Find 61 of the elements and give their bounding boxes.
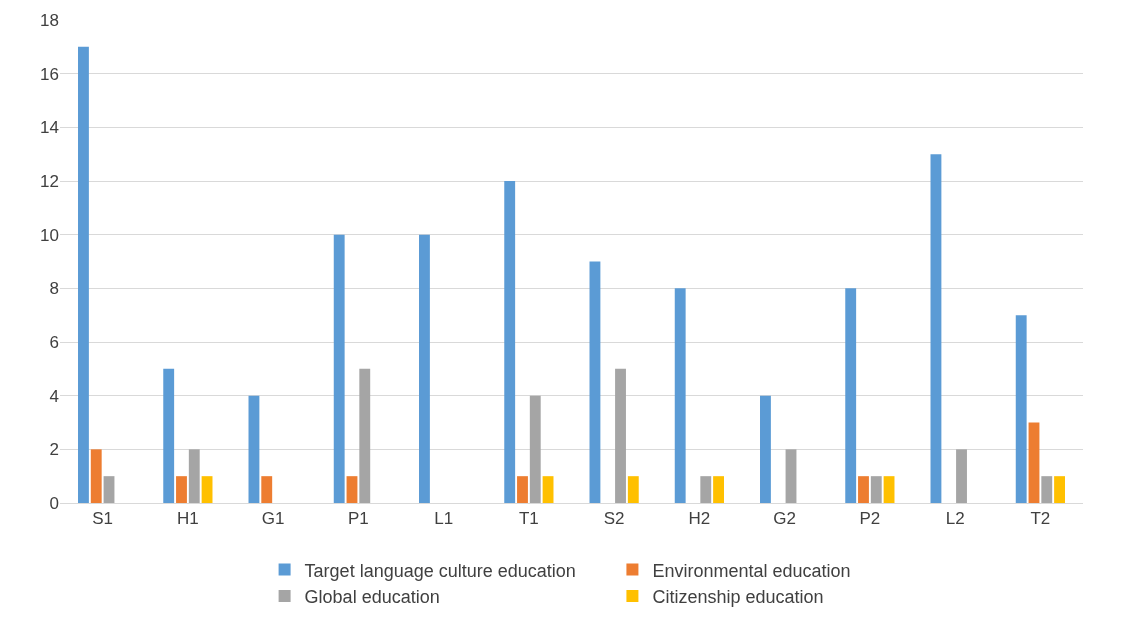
bar (1041, 476, 1053, 503)
y-tick-label: 6 (49, 332, 59, 352)
bar (261, 476, 273, 503)
bar (176, 476, 187, 503)
bar (90, 449, 102, 503)
y-tick-label: 14 (40, 118, 59, 138)
x-tick-label: L2 (945, 509, 965, 529)
x-tick-label: P1 (347, 509, 369, 529)
bar (956, 449, 967, 503)
bar (346, 476, 358, 503)
bar (1015, 315, 1027, 503)
y-tick-label: 0 (49, 493, 59, 513)
bar (517, 476, 528, 503)
y-tick-label: 16 (40, 64, 59, 84)
y-tick-label: 2 (49, 440, 59, 460)
bar (883, 476, 895, 503)
y-tick-label: 10 (40, 225, 59, 245)
bar (103, 476, 115, 503)
bar (760, 395, 771, 503)
x-tick-label: G1 (261, 509, 285, 529)
bar (615, 368, 626, 503)
bar (674, 288, 686, 503)
bar (333, 234, 345, 503)
legend-label: Target language culture education (304, 560, 576, 581)
legend-label: Citizenship education (652, 586, 824, 607)
bar (248, 395, 260, 503)
bar (627, 476, 639, 503)
bar (542, 476, 554, 503)
x-tick-label: H1 (177, 509, 199, 529)
x-tick-label: T1 (518, 509, 539, 529)
bar (589, 261, 601, 503)
x-tick-label: L1 (434, 509, 454, 529)
y-tick-label: 18 (40, 10, 59, 30)
bar (930, 154, 942, 503)
bar (713, 476, 724, 503)
bar (845, 288, 857, 503)
bar (700, 476, 712, 503)
x-tick-label: S1 (92, 509, 114, 529)
y-tick-label: 12 (40, 171, 59, 191)
bar (858, 476, 869, 503)
bar (870, 476, 882, 503)
bar (1054, 476, 1065, 503)
bar (188, 449, 200, 503)
x-tick-label: S2 (603, 509, 625, 529)
x-tick-label: H2 (688, 509, 711, 529)
legend-label: Global education (304, 586, 440, 607)
legend-label: Environmental education (652, 560, 851, 581)
bar (529, 395, 541, 503)
bar (163, 368, 175, 503)
x-tick-label: P2 (859, 509, 881, 529)
bar (1028, 422, 1040, 503)
bar (359, 368, 371, 503)
x-tick-label: G2 (773, 509, 796, 529)
bar (419, 234, 430, 503)
y-tick-label: 4 (49, 386, 59, 406)
x-tick-label: T2 (1030, 509, 1051, 529)
bar (785, 449, 797, 503)
y-tick-label: 8 (49, 279, 59, 299)
bar (78, 46, 89, 503)
bar (201, 476, 213, 503)
bar (504, 181, 516, 503)
